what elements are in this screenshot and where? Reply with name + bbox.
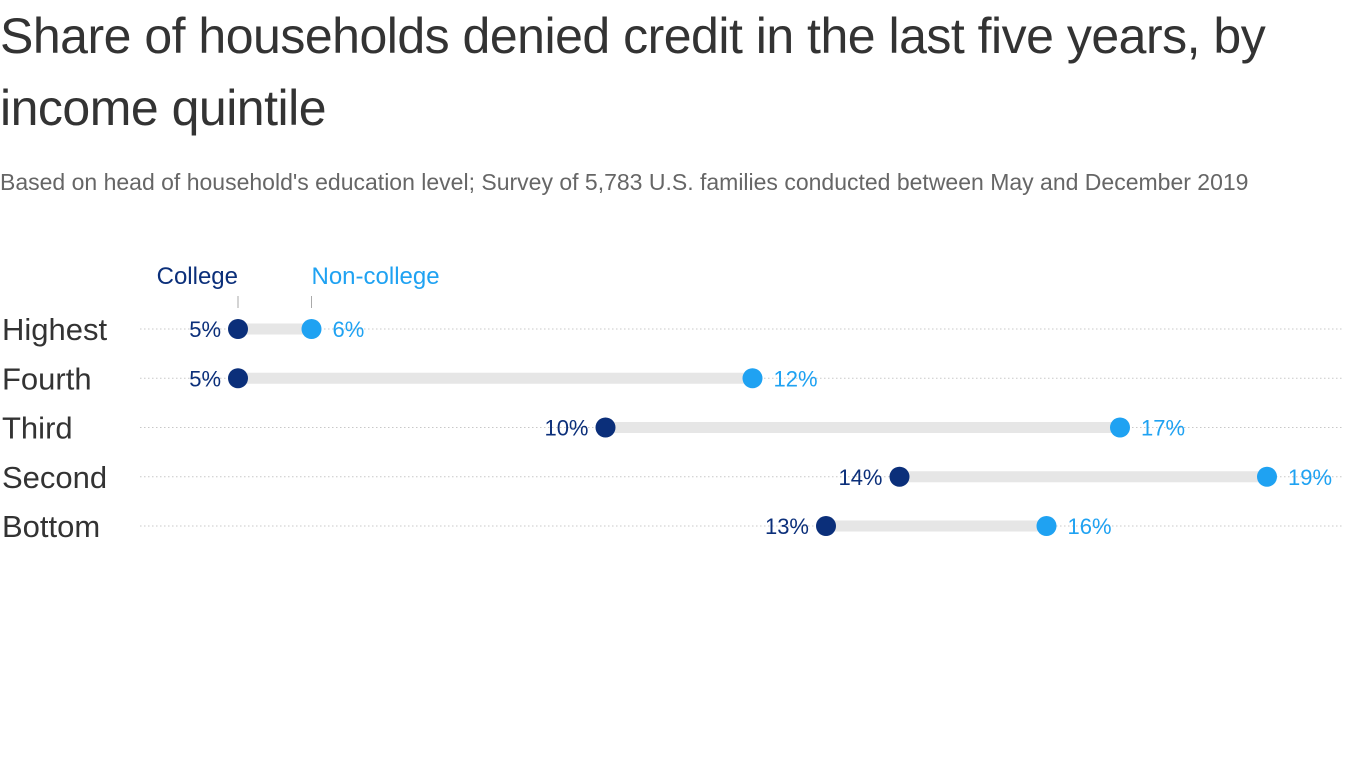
row-label: Third — [2, 411, 73, 446]
college-value-label: 5% — [189, 317, 221, 342]
non-college-dot — [1036, 516, 1057, 536]
legend-non-college: Non-college — [312, 263, 440, 290]
college-value-label: 5% — [189, 366, 221, 391]
non-college-value-label: 12% — [774, 366, 818, 391]
chart-subtitle: Based on head of household's education l… — [0, 169, 1249, 195]
non-college-dot — [742, 368, 763, 389]
college-dot — [889, 466, 910, 487]
non-college-dot — [301, 319, 322, 339]
row-label: Highest — [2, 312, 107, 347]
non-college-value-label: 17% — [1141, 416, 1185, 441]
college-dot — [816, 516, 836, 536]
college-dot — [595, 417, 616, 438]
non-college-dot — [1110, 417, 1130, 438]
row-label: Fourth — [2, 361, 92, 396]
non-college-dot — [1257, 466, 1277, 487]
college-dot — [228, 319, 248, 339]
chart-title: Share of households denied credit in the… — [0, 8, 1266, 136]
college-value-label: 13% — [765, 514, 809, 539]
non-college-value-label: 16% — [1068, 514, 1112, 539]
non-college-value-label: 6% — [333, 317, 365, 342]
row-label: Second — [2, 460, 107, 495]
row-label: Bottom — [2, 509, 100, 544]
legend-college: College — [157, 263, 238, 290]
college-value-label: 10% — [544, 416, 588, 441]
college-value-label: 14% — [838, 465, 882, 490]
non-college-value-label: 19% — [1288, 465, 1332, 490]
college-dot — [228, 368, 248, 389]
dumbbell-chart: College Non-college Highest 5% 6% Fourth 5% 12%… — [2, 263, 1344, 544]
